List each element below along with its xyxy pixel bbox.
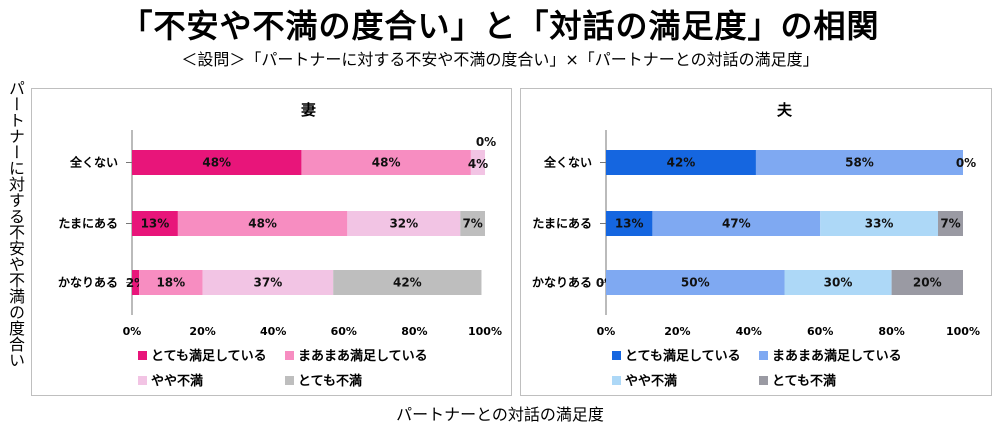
chart-1-data-label: 7% [940,217,960,231]
chart-0-bar-segment [132,150,302,175]
chart-0-tick-label: 20% [189,325,215,338]
chart-0-title: 妻 [301,101,316,119]
husband-chart-panel: 夫 0% 20% 40% 60% 80% 100% 全くない 42% 58% 0% たまにある 13% 4… [520,88,992,396]
chart-1-data-label: 50% [681,276,710,290]
chart-0-data-label: 0% [476,135,496,149]
chart-0-bar-segment [132,211,178,236]
chart-1-legend-swatch [759,351,768,360]
chart-1-bar-segment [606,150,756,175]
chart-0-legend-swatch [138,351,147,360]
chart-0-bar-segment [177,211,348,236]
chart-subtitle: ＜設問＞「パートナーに対する不安や不満の度合い」×「パートナーとの対話の満足度」 [181,50,819,69]
chart-1-tick-label: 60% [807,325,833,338]
chart-0-legend-label: とても満足している [151,348,267,364]
chart-1-bar-segment [938,211,963,236]
chart-0-legend-swatch [138,376,147,385]
chart-1-data-label: 30% [824,276,853,290]
chart-1-category-label: たまにある [532,217,592,231]
chart-1-data-label: 33% [865,217,894,231]
chart-0-data-label: 13% [141,217,170,231]
chart-0-tick-label: 40% [260,325,286,338]
chart-0-tick-label: 100% [468,325,502,338]
chart-1-tick-label: 40% [736,325,762,338]
chart-0-category-label: たまにある [58,217,118,231]
chart-0-bar-segment [460,211,485,236]
chart-0-legend-label: やや不満 [151,373,203,389]
chart-0-category-label: 全くない [69,155,118,170]
chart-0-bar-segment [301,150,471,175]
chart-1-data-label: 13% [615,217,644,231]
chart-0-bar-segment [333,270,482,295]
chart-0-data-label: 48% [248,217,277,231]
chart-0-data-label: 7% [462,217,482,231]
chart-1-legend-label: やや不満 [625,373,677,389]
chart-0-tick-label: 60% [331,325,357,338]
chart-0-data-label: 18% [156,276,185,290]
chart-0-legend-swatch [285,376,294,385]
chart-1-tick-label: 20% [664,325,690,338]
x-axis-label: パートナーとの対話の満足度 [396,405,604,424]
chart-1-bar-segment [891,270,963,295]
chart-1-legend-label: とても満足している [625,348,741,364]
chart-1-category-label: かなりある [532,276,592,290]
chart-0-data-label: 48% [202,156,231,170]
chart-0-bar-segment [470,150,485,175]
chart-1-category-label: 全くない [543,155,592,170]
chart-1-data-label: 47% [722,217,751,231]
chart-0-bar-segment [132,270,140,295]
chart-1-legend-swatch [759,376,768,385]
husband-chart: 夫 0% 20% 40% 60% 80% 100% 全くない 42% 58% 0% たまにある 13% 4… [532,101,980,389]
chart-1-title: 夫 [777,101,793,119]
chart-0-tick-label: 80% [401,325,427,338]
chart-1-bar-segment [606,211,653,236]
chart-1-bar-segment [755,150,963,175]
chart-1-data-label: 0% [956,156,976,170]
chart-0-bar-segment [202,270,334,295]
chart-0-tick-label: 0% [123,325,142,338]
chart-1-bar-segment [784,270,892,295]
chart-0-category-label: かなりある [58,276,118,290]
chart-1-tick-label: 100% [946,325,980,338]
chart-0-data-label: 4% [468,157,488,171]
chart-1-tick-label: 0% [597,325,616,338]
chart-1-data-label: 20% [913,276,942,290]
wife-chart-panel: 妻 0% 20% 40% 60% 80% 100% 全くない 48% 48% 4% 0% たまにある 13… [31,88,512,396]
chart-1-legend-label: とても不満 [772,373,836,389]
chart-0-data-label: 32% [389,217,418,231]
chart-0-bar-segment [347,211,461,236]
chart-1-tick-label: 80% [878,325,904,338]
chart-title: 「不安や不満の度合い」と「対話の満足度」の相関 [120,7,880,45]
chart-1-legend-swatch [612,376,621,385]
chart-0-legend-swatch [285,351,294,360]
chart-1-legend-swatch [612,351,621,360]
chart-1-bar-segment [606,270,785,295]
chart-1-data-label: 58% [845,156,874,170]
y-axis-label: パートナーに対する不安や不満の度合い [6,80,25,368]
chart-1-data-label: 42% [667,156,696,170]
wife-chart: 妻 0% 20% 40% 60% 80% 100% 全くない 48% 48% 4% 0% たまにある 13… [58,101,502,389]
chart-0-legend-label: とても不満 [298,373,362,389]
chart-1-bar-segment [820,211,939,236]
chart-1-bar-segment [652,211,821,236]
chart-0-legend-label: まあまあ満足している [298,348,428,364]
chart-0-data-label: 42% [393,276,422,290]
chart-1-legend-label: まあまあ満足している [772,348,902,364]
chart-0-bar-segment [139,270,203,295]
chart-0-data-label: 48% [372,156,401,170]
chart-0-data-label: 37% [254,276,283,290]
